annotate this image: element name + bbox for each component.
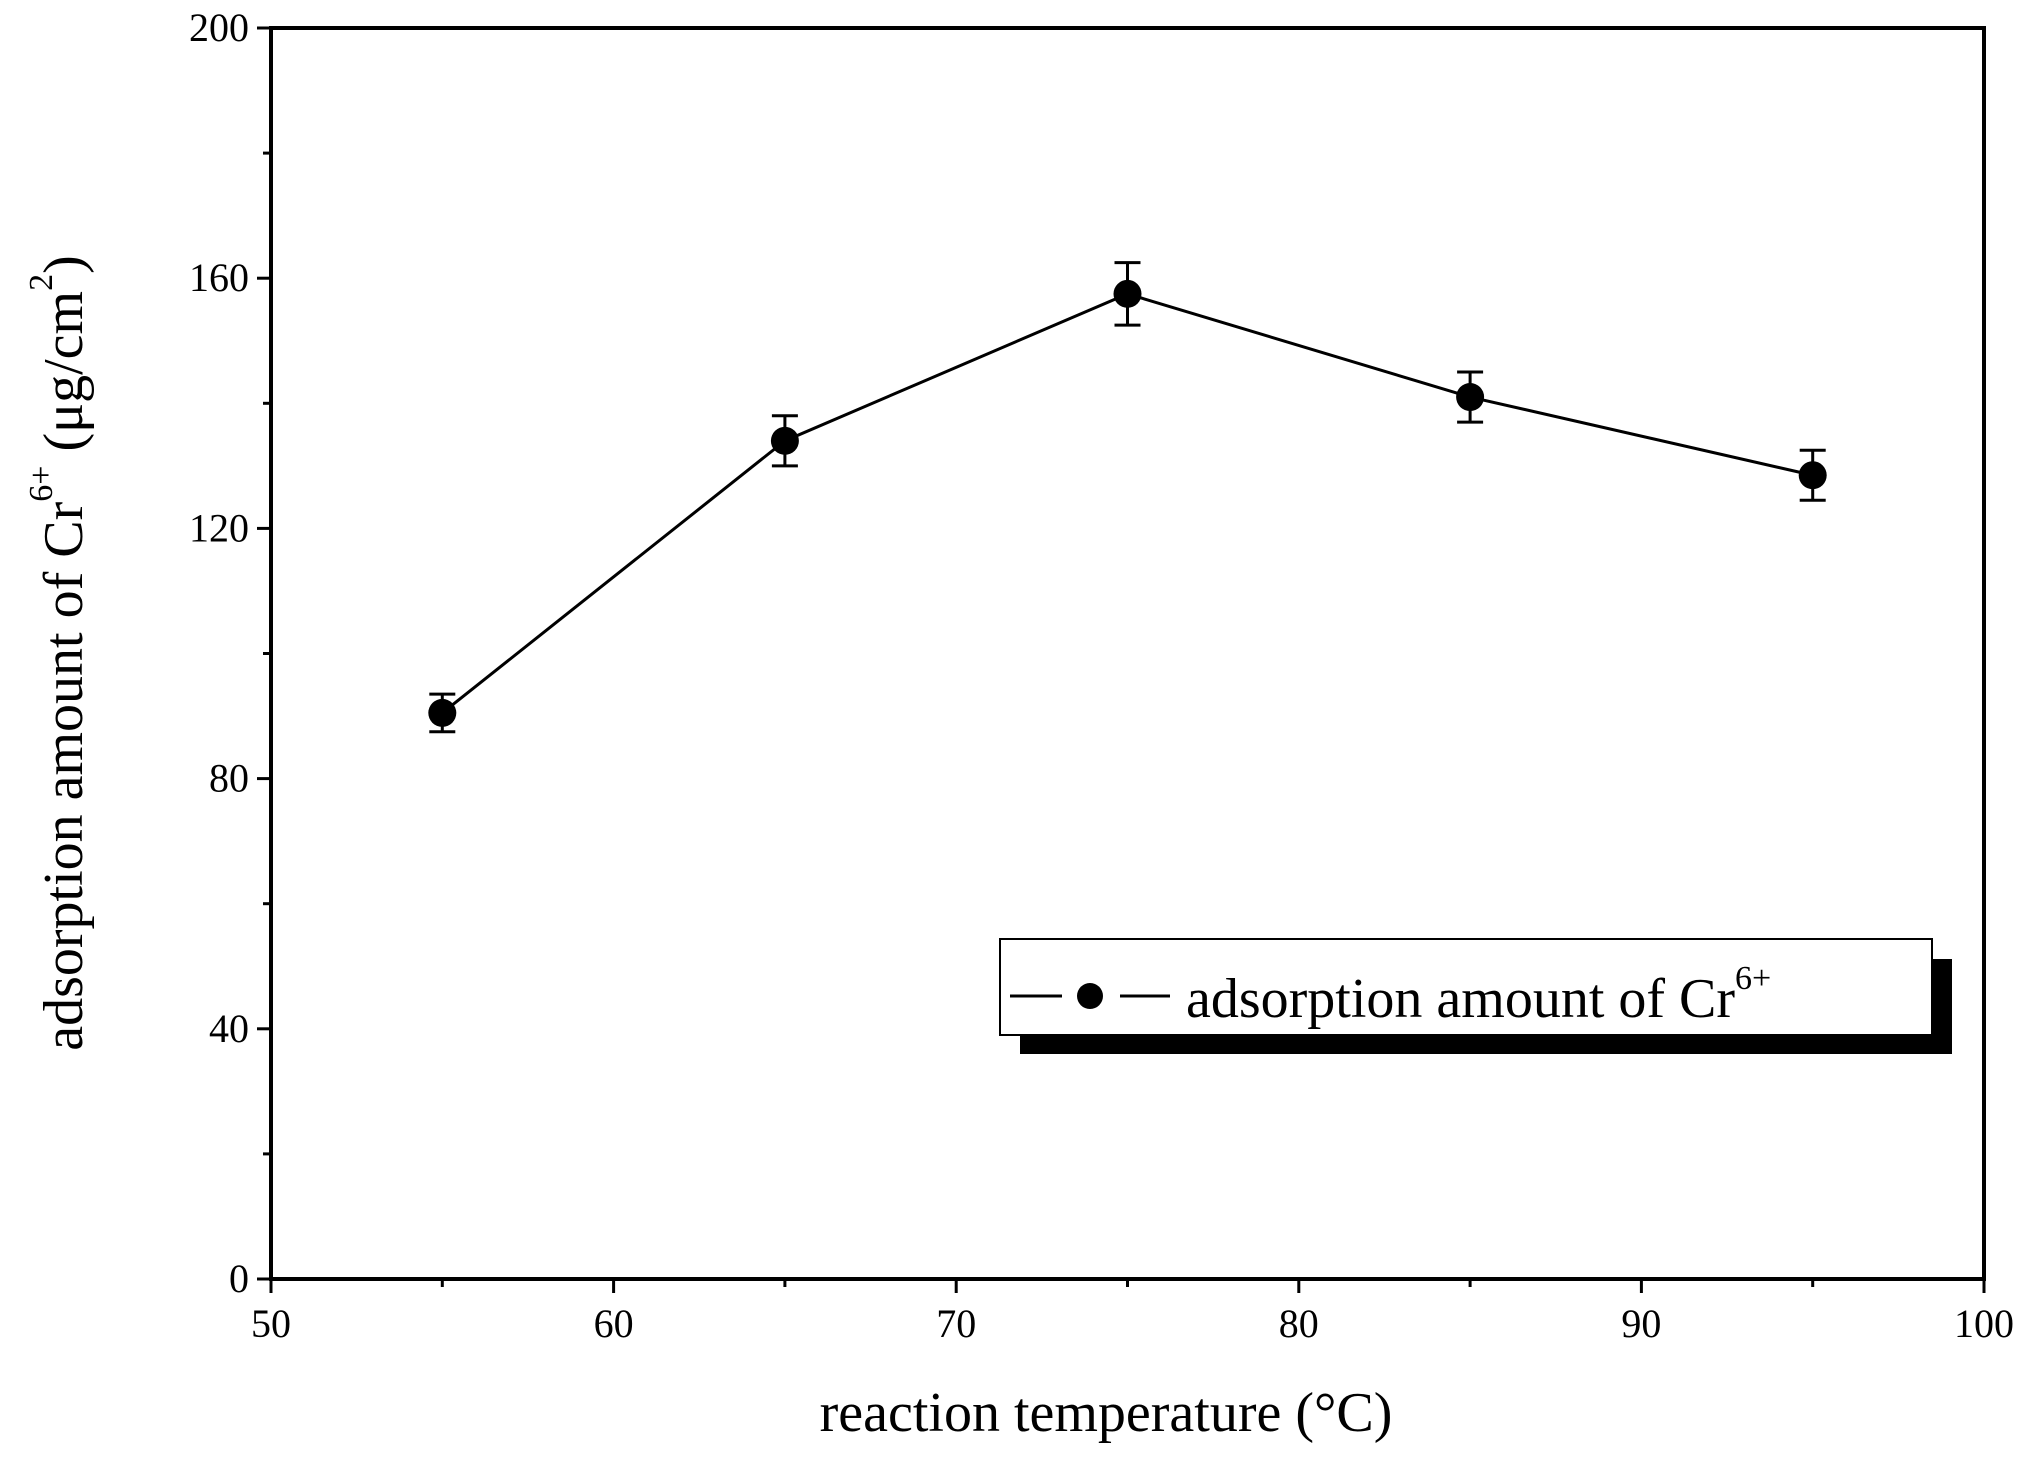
data-point-75	[1113, 279, 1142, 308]
y-axis-title: adsorption amount of Cr6+ (μg/cm2)	[23, 255, 95, 1051]
x-tick-label-70: 70	[936, 1301, 976, 1346]
data-point-65	[770, 426, 799, 455]
legend: adsorption amount of Cr6+	[999, 938, 1952, 1054]
y-tick-label-120: 120	[189, 505, 249, 550]
plot-frame	[269, 26, 1986, 1281]
x-axis-title: reaction temperature (°C)	[820, 1382, 1393, 1444]
axis-ticks: 50 60 70 80 90 100 0 40 80 120 160 200	[189, 5, 2014, 1346]
y-axis-title-sup: 6+	[23, 466, 60, 502]
data-point-55	[428, 698, 457, 727]
y-tick-label-80: 80	[209, 756, 249, 801]
x-tick-label-60: 60	[594, 1301, 634, 1346]
y-tick-label-200: 200	[189, 5, 249, 50]
y-axis-title-unit-close: )	[33, 255, 95, 274]
data-point-85	[1456, 383, 1485, 412]
x-tick-label-50: 50	[251, 1301, 291, 1346]
legend-label-main: adsorption amount of Cr	[1186, 968, 1735, 1030]
x-tick-label-100: 100	[1954, 1301, 2014, 1346]
legend-box	[999, 938, 1933, 1036]
y-tick-label-160: 160	[189, 255, 249, 300]
x-tick-label-80: 80	[1279, 1301, 1319, 1346]
y-axis-title-unit-sup: 2	[23, 274, 60, 291]
legend-marker-swatch	[1077, 983, 1103, 1009]
legend-label-sup: 6+	[1735, 960, 1771, 997]
data-series	[428, 261, 1827, 734]
data-point-95	[1798, 461, 1827, 490]
legend-label: adsorption amount of Cr6+	[1186, 960, 1771, 1030]
x-tick-label-90: 90	[1621, 1301, 1661, 1346]
y-tick-label-0: 0	[229, 1256, 249, 1301]
series-line-0	[441, 292, 1814, 715]
y-axis-title-unit-open: (μg/cm	[33, 291, 95, 452]
y-axis-title-main: adsorption amount of Cr	[33, 501, 95, 1050]
y-tick-label-40: 40	[209, 1006, 249, 1051]
